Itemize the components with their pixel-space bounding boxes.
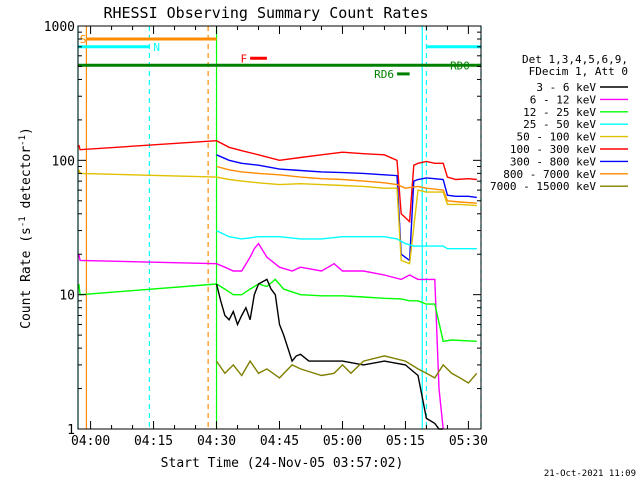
y-axis-label: Count Rate (s-1 detector-1) bbox=[18, 127, 34, 329]
y-tick-label: 1000 bbox=[44, 20, 75, 35]
x-tick-label: 05:00 bbox=[323, 434, 362, 449]
y-tick-label: 1 bbox=[67, 423, 75, 438]
legend-entry-label: 7000 - 15000 keV bbox=[490, 180, 596, 193]
flag-bars: S N F RD0 RD6 bbox=[78, 33, 481, 81]
legend-entry-label: 6 - 12 keV bbox=[530, 93, 597, 106]
legend-entry-label: 800 - 7000 keV bbox=[503, 168, 596, 181]
flag-label-n: N bbox=[153, 41, 160, 54]
legend-header-line: FDecim 1, Att 0 bbox=[529, 65, 628, 78]
series-line-7000-15000-kev bbox=[215, 355, 478, 384]
y-axis-label-sup2: -1 bbox=[18, 135, 28, 146]
chart-title: RHESSI Observing Summary Count Rates bbox=[103, 4, 428, 22]
y-tick-label: 10 bbox=[59, 289, 75, 304]
y-tick-label: 100 bbox=[52, 154, 75, 169]
series-line-800-7000-kev bbox=[216, 165, 477, 204]
x-axis-label: Start Time (24-Nov-05 03:57:02) bbox=[161, 456, 404, 471]
footer-date: 21-Oct-2021 11:09 bbox=[544, 469, 636, 479]
x-tick-label: 04:15 bbox=[134, 434, 173, 449]
series-line-25-50-kev bbox=[216, 229, 477, 250]
axis-ticks: 04:00 04:15 04:30 04:45 05:00 05:15 05:30 1 10 10… bbox=[44, 20, 488, 449]
x-tick-label: 04:00 bbox=[71, 434, 110, 449]
legend-entry-label: 50 - 100 keV bbox=[517, 131, 597, 144]
flag-label-rd6: RD6 bbox=[374, 68, 394, 81]
series-line-3-6-kev bbox=[215, 278, 444, 430]
flag-label-f: F bbox=[240, 52, 247, 65]
y-axis-label-mid: detector bbox=[19, 146, 34, 217]
legend-entry-label: 3 - 6 keV bbox=[536, 81, 596, 94]
x-tick-label: 05:15 bbox=[386, 434, 425, 449]
plot-frame bbox=[77, 25, 482, 430]
legend-entry-label: 300 - 800 keV bbox=[510, 155, 596, 168]
series-line-100-300-kev bbox=[78, 139, 477, 224]
legend-entry-label: 100 - 300 keV bbox=[510, 143, 596, 156]
data-series bbox=[78, 139, 478, 430]
series-line-6-12-kev bbox=[78, 242, 444, 430]
flag-label-s: S bbox=[80, 33, 87, 46]
y-axis-label-end: ) bbox=[19, 127, 34, 135]
x-tick-label: 04:30 bbox=[197, 434, 236, 449]
series-line-50-100-kev bbox=[78, 169, 477, 265]
legend-entry-label: 25 - 50 keV bbox=[523, 118, 596, 131]
x-tick-label: 05:30 bbox=[449, 434, 488, 449]
y-axis-label-sup1: -1 bbox=[18, 216, 28, 227]
series-line-12-25-kev bbox=[78, 278, 477, 343]
x-tick-label: 04:45 bbox=[260, 434, 299, 449]
legend-header-line: Det 1,3,4,5,6,9, bbox=[522, 53, 628, 66]
y-axis-label-main: Count Rate (s bbox=[19, 227, 34, 329]
flag-label-rd0: RD0 bbox=[450, 59, 470, 72]
legend: Det 1,3,4,5,6,9,FDecim 1, Att 0 3 - 6 keV… bbox=[490, 53, 628, 193]
series-line-300-800-kev bbox=[216, 154, 477, 262]
legend-entry-label: 12 - 25 keV bbox=[523, 106, 596, 119]
vertical-markers bbox=[77, 26, 482, 429]
